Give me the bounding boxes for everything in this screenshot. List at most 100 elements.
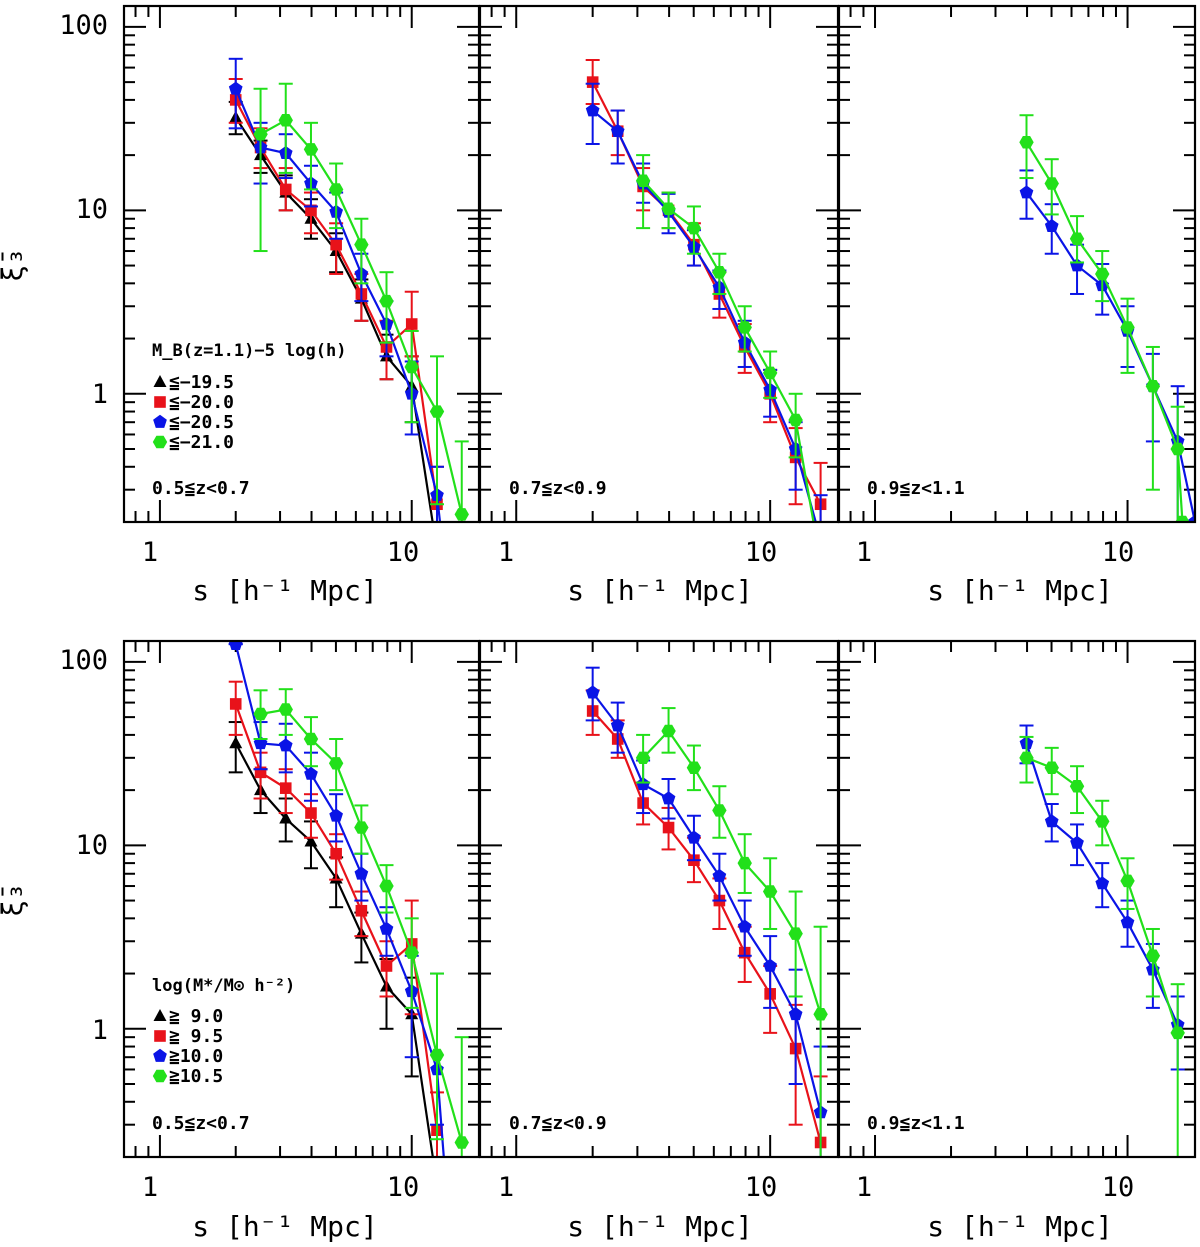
data-point-blue bbox=[228, 641, 243, 650]
legend-title-bottom-left: log(M*/M⊙ h⁻²) bbox=[152, 976, 295, 996]
frame-top-middle bbox=[478, 4, 840, 524]
zlabel-bottom-right: 0.9≦z<1.1 bbox=[867, 1113, 965, 1134]
axes-bottom-right bbox=[839, 641, 1195, 1158]
series-line-blue bbox=[1025, 191, 1195, 522]
axes-bottom-middle bbox=[480, 641, 838, 1158]
ytick-top-left-1: 1 bbox=[92, 379, 108, 410]
data-point-blue bbox=[636, 777, 650, 791]
ytick-bottom-left-100: 100 bbox=[59, 645, 108, 676]
data-point-green bbox=[404, 360, 419, 374]
data-point-red bbox=[662, 821, 675, 834]
series-blue-bottom-right bbox=[1019, 724, 1185, 1071]
data-point-green bbox=[429, 1048, 445, 1062]
data-point-green bbox=[1044, 761, 1059, 774]
data-point-green bbox=[712, 265, 727, 279]
data-point-green bbox=[303, 143, 319, 156]
xtick-bottom-left-1: 1 bbox=[142, 1172, 158, 1203]
xtick-top-right-1: 1 bbox=[856, 537, 872, 568]
data-point-green bbox=[661, 724, 676, 738]
xlabel-bottom-left: s [h⁻¹ Mpc] bbox=[192, 1210, 377, 1243]
data-point-green bbox=[354, 238, 369, 251]
series-green-bottom-right bbox=[1019, 735, 1185, 1157]
legend-label-red: ≧ 9.5 bbox=[169, 1026, 223, 1047]
xtick-bottom-right-10: 10 bbox=[1102, 1172, 1135, 1203]
data-point-red bbox=[305, 204, 317, 217]
series-line-blue bbox=[234, 88, 442, 522]
data-point-blue bbox=[1120, 915, 1135, 929]
data-point-green bbox=[788, 927, 803, 940]
data-point-red bbox=[330, 238, 342, 251]
data-point-green bbox=[1120, 321, 1135, 334]
legend-symbol-red bbox=[154, 396, 166, 408]
legend-marker-blue bbox=[153, 1048, 167, 1062]
panel-top-middle: 1 10 s [h⁻¹ Mpc] 0.7≦z<0.9 bbox=[478, 4, 840, 607]
series-line-green bbox=[1025, 141, 1184, 522]
xtick-top-middle-1: 1 bbox=[498, 537, 514, 568]
data-point-green bbox=[278, 703, 293, 716]
data-point-blue bbox=[610, 718, 625, 732]
data-point-green bbox=[1170, 442, 1185, 456]
data-point-black bbox=[430, 1178, 443, 1190]
legend-marker-red bbox=[154, 1030, 166, 1042]
data-point-blue bbox=[687, 830, 701, 844]
data-point-green bbox=[762, 366, 778, 380]
frame-top-right bbox=[837, 4, 1197, 524]
data-point-blue bbox=[354, 866, 369, 880]
series-green-top-left bbox=[253, 82, 469, 522]
series-line-green bbox=[642, 180, 815, 522]
series-line-red bbox=[591, 710, 822, 1143]
legend-marker-red bbox=[154, 396, 166, 408]
data-point-green bbox=[813, 556, 827, 568]
data-point-black bbox=[304, 834, 318, 847]
legend-symbol-green bbox=[152, 1069, 168, 1083]
ytick-top-left-10: 10 bbox=[75, 194, 108, 225]
ylabel-bottom-left: ξ̄₃ bbox=[0, 883, 29, 917]
legend-symbol-black bbox=[153, 1009, 167, 1021]
series-bottom-left bbox=[228, 641, 469, 1190]
legend-top-left: ≦−19.5 ≦−20.0 ≦−20.5 ≦−21.0 bbox=[152, 372, 234, 453]
data-point-green bbox=[1145, 379, 1161, 393]
data-point-blue bbox=[585, 103, 600, 117]
data-point-blue bbox=[304, 766, 318, 780]
legend-symbol-blue bbox=[153, 414, 167, 428]
legend-label-black: ≦−19.5 bbox=[169, 372, 234, 393]
data-point-blue bbox=[1044, 814, 1059, 828]
series-line-blue bbox=[234, 643, 445, 1157]
series-top-middle bbox=[585, 59, 828, 568]
xlabel-bottom-right: s [h⁻¹ Mpc] bbox=[927, 1210, 1112, 1243]
axes-top-left bbox=[124, 6, 479, 523]
data-point-green bbox=[379, 879, 394, 893]
data-point-black bbox=[279, 811, 293, 824]
series-line-green bbox=[642, 729, 822, 1015]
xtick-top-middle-10: 10 bbox=[745, 537, 778, 568]
series-blue-bottom-left bbox=[228, 641, 445, 1157]
legend-marker-green bbox=[152, 1069, 168, 1083]
data-point-green bbox=[1069, 232, 1085, 245]
data-point-blue bbox=[661, 791, 676, 805]
xlabel-bottom-middle: s [h⁻¹ Mpc] bbox=[567, 1210, 752, 1243]
zlabel-top-left: 0.5≦z<0.7 bbox=[152, 478, 250, 499]
series-bottom-right bbox=[1019, 724, 1185, 1157]
data-point-blue bbox=[814, 533, 828, 546]
xlabel-top-middle: s [h⁻¹ Mpc] bbox=[567, 574, 752, 607]
panel-top-right: 1 10 s [h⁻¹ Mpc] 0.9≦z<1.1 bbox=[837, 4, 1197, 607]
ytick-top-left-100: 100 bbox=[59, 10, 108, 41]
data-point-green bbox=[1095, 267, 1110, 281]
legend-symbol-green bbox=[152, 435, 168, 449]
series-line-blue bbox=[591, 691, 822, 1113]
data-point-blue bbox=[228, 81, 243, 95]
data-point-green bbox=[454, 508, 469, 521]
data-point-blue bbox=[788, 1007, 803, 1021]
xtick-top-right-10: 10 bbox=[1102, 537, 1135, 568]
data-point-green bbox=[737, 856, 752, 870]
data-point-green bbox=[737, 321, 752, 334]
legend-label-green: ≦−21.0 bbox=[169, 432, 234, 453]
data-point-green bbox=[278, 113, 293, 127]
data-point-blue bbox=[712, 868, 727, 882]
xlabel-top-right: s [h⁻¹ Mpc] bbox=[927, 574, 1112, 607]
data-point-green bbox=[1044, 177, 1059, 190]
data-point-green bbox=[1095, 815, 1110, 828]
data-point-green bbox=[762, 885, 778, 898]
ytick-bottom-left-1: 1 bbox=[92, 1015, 108, 1046]
xtick-bottom-left-10: 10 bbox=[387, 1172, 420, 1203]
